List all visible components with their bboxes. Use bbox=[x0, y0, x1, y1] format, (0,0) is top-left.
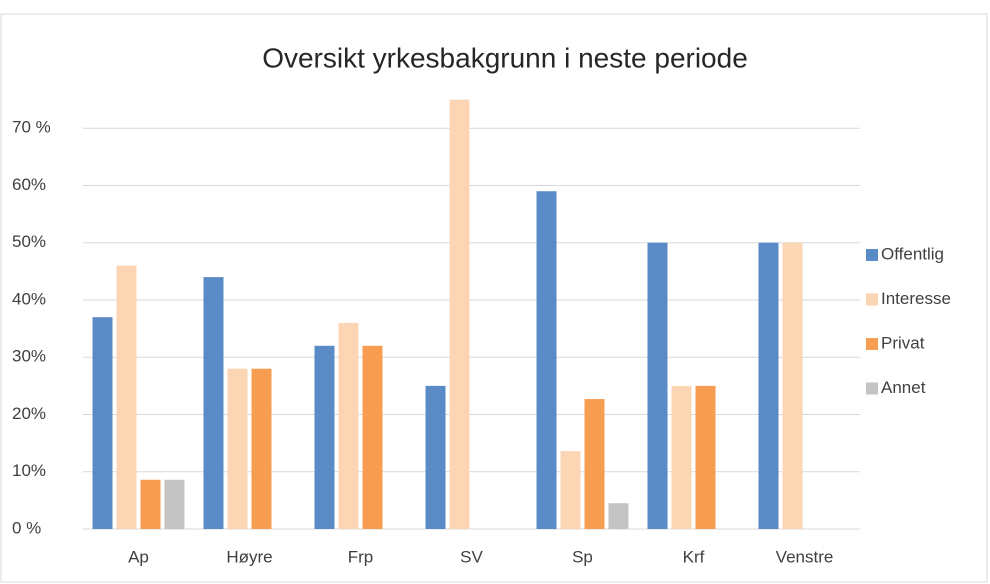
bar bbox=[758, 242, 779, 529]
bar bbox=[338, 322, 359, 529]
bar bbox=[116, 265, 137, 529]
x-tick-label: Krf bbox=[683, 547, 705, 566]
y-tick-label: 60% bbox=[12, 175, 46, 194]
bar bbox=[782, 242, 803, 529]
legend-swatch bbox=[866, 338, 878, 350]
y-tick-label: 10% bbox=[12, 461, 46, 480]
bar bbox=[140, 479, 161, 529]
bar bbox=[560, 451, 581, 529]
bar bbox=[227, 368, 248, 529]
x-tick-label: Ap bbox=[128, 547, 149, 566]
bar bbox=[92, 317, 113, 529]
bar bbox=[536, 191, 557, 529]
bar bbox=[164, 479, 185, 529]
bar bbox=[203, 277, 224, 529]
bar bbox=[314, 345, 335, 529]
y-tick-label: 40% bbox=[12, 289, 46, 308]
legend-swatch bbox=[866, 382, 878, 395]
y-tick-label: 30% bbox=[12, 347, 46, 366]
bar bbox=[362, 345, 383, 529]
legend-label: Annet bbox=[881, 378, 926, 397]
bar bbox=[449, 99, 470, 529]
x-tick-label: Sp bbox=[572, 547, 593, 566]
bar bbox=[584, 399, 605, 529]
legend-label: Offentlig bbox=[881, 244, 944, 263]
x-tick-label: SV bbox=[460, 547, 483, 566]
y-tick-label: 50% bbox=[12, 232, 46, 251]
legend-label: Privat bbox=[881, 333, 925, 352]
legend-swatch bbox=[866, 293, 878, 306]
chart-title: Oversikt yrkesbakgrunn i neste periode bbox=[262, 42, 748, 73]
x-tick-label: Frp bbox=[348, 547, 374, 566]
legend-label: Interesse bbox=[881, 289, 951, 308]
legend-swatch bbox=[866, 249, 878, 261]
bar bbox=[695, 385, 716, 529]
y-tick-label: 20% bbox=[12, 404, 46, 423]
y-tick-label: 0 % bbox=[12, 518, 41, 537]
x-tick-label: Høyre bbox=[226, 547, 272, 566]
bar bbox=[251, 368, 272, 529]
bar bbox=[608, 503, 629, 529]
bar bbox=[425, 385, 446, 529]
bar bbox=[671, 385, 692, 529]
y-tick-label: 70 % bbox=[12, 118, 51, 137]
bar bbox=[647, 242, 668, 529]
x-tick-label: Venstre bbox=[776, 547, 834, 566]
